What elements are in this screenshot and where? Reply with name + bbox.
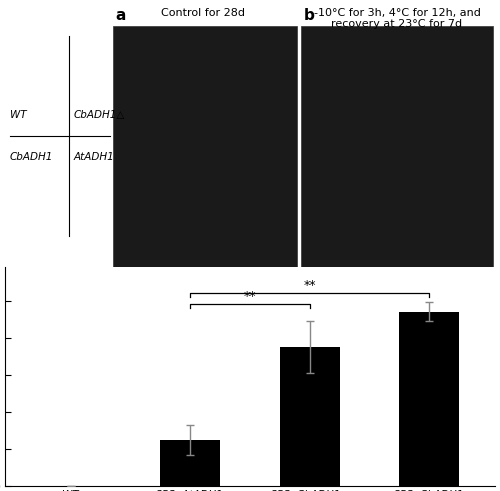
Bar: [160, 440, 220, 486]
Bar: [400, 312, 459, 486]
Text: AtADH1: AtADH1: [74, 152, 114, 162]
Bar: [280, 347, 340, 486]
Text: b: b: [304, 7, 315, 23]
Text: CbADH1△: CbADH1△: [74, 110, 125, 120]
Text: CbADH1: CbADH1: [10, 152, 54, 162]
Bar: [113, 26, 296, 267]
Text: WT: WT: [10, 110, 26, 120]
Text: **: **: [244, 290, 256, 303]
Text: Control for 28d: Control for 28d: [162, 7, 246, 18]
Text: **: **: [304, 279, 316, 292]
Text: a: a: [115, 7, 126, 23]
Bar: [302, 26, 492, 267]
Text: -10°C for 3h, 4°C for 12h, and
recovery at 23°C for 7d: -10°C for 3h, 4°C for 12h, and recovery …: [314, 7, 480, 29]
